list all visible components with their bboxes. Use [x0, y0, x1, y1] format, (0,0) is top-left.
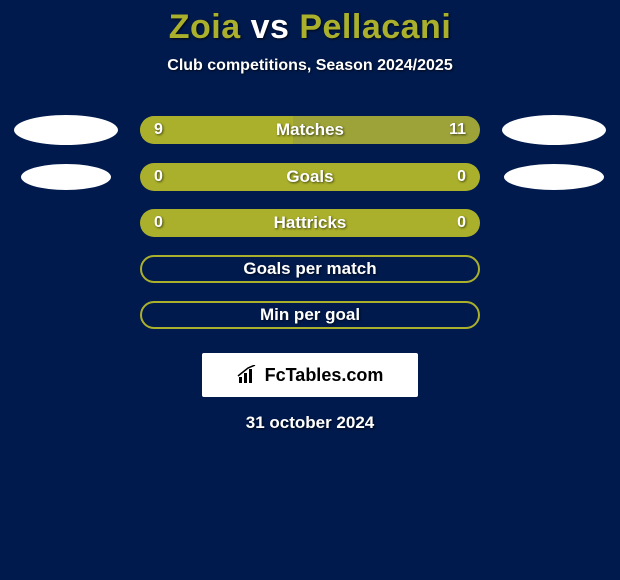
page-title: Zoia vs Pellacani: [0, 0, 620, 47]
date-text: 31 october 2024: [0, 413, 620, 433]
stat-label: Matches: [140, 120, 480, 140]
stat-label: Goals per match: [142, 259, 478, 279]
stat-bar: Goals per match: [140, 255, 480, 283]
stat-row: 00Goals: [0, 163, 620, 191]
stat-bar: 00Hattricks: [140, 209, 480, 237]
player-right-name: Pellacani: [299, 8, 451, 46]
stat-label: Hattricks: [140, 213, 480, 233]
stat-bar: 00Goals: [140, 163, 480, 191]
player-right-badge: [504, 164, 604, 190]
vs-separator: vs: [241, 8, 300, 46]
player-left-badge: [14, 115, 118, 145]
player-left-badge: [21, 164, 111, 190]
stat-row: Min per goal: [0, 301, 620, 329]
stat-row: 911Matches: [0, 115, 620, 145]
stat-bar: Min per goal: [140, 301, 480, 329]
stat-bar: 911Matches: [140, 116, 480, 144]
player-left-name: Zoia: [169, 8, 241, 46]
stat-row: 00Hattricks: [0, 209, 620, 237]
logo-text: FcTables.com: [265, 365, 384, 386]
stat-label: Min per goal: [142, 305, 478, 325]
logo-box: FcTables.com: [202, 353, 418, 397]
stat-rows: 911Matches 00Goals 00Hattricks Goals per ma…: [0, 115, 620, 329]
stat-row: Goals per match: [0, 255, 620, 283]
comparison-infographic: Zoia vs Pellacani Club competitions, Sea…: [0, 0, 620, 580]
chart-icon: [237, 365, 259, 385]
player-right-badge: [502, 115, 606, 145]
stat-label: Goals: [140, 167, 480, 187]
subtitle: Club competitions, Season 2024/2025: [0, 57, 620, 75]
